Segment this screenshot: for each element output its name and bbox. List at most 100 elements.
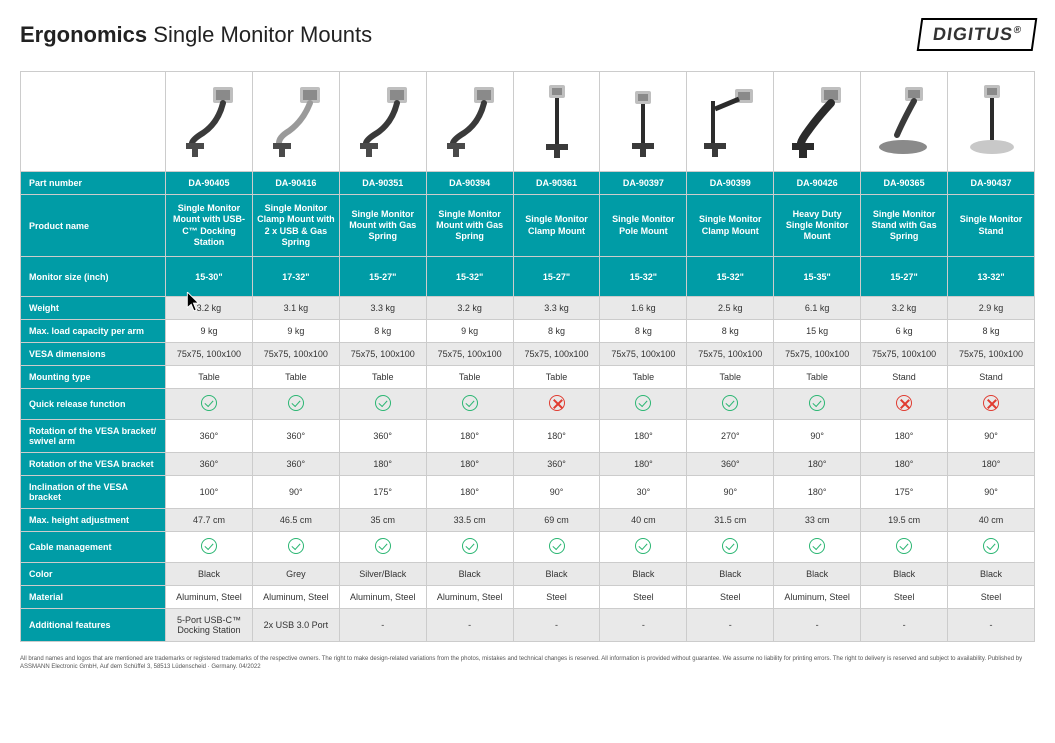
cell-color: Silver/Black	[339, 563, 426, 586]
check-icon	[201, 395, 217, 411]
cell-vesa: 75x75, 100x100	[774, 343, 861, 366]
cell-max_load: 9 kg	[166, 320, 253, 343]
check-icon	[722, 538, 738, 554]
cell-weight: 3.1 kg	[252, 297, 339, 320]
cell-mounting: Table	[426, 366, 513, 389]
cell-max_height: 69 cm	[513, 509, 600, 532]
product-image-cell	[166, 72, 253, 172]
product-image	[786, 81, 848, 161]
page-title: Ergonomics Single Monitor Mounts	[20, 22, 372, 48]
check-icon	[288, 395, 304, 411]
row-label-product_name: Product name	[21, 195, 166, 257]
cell-rotation_vesa: 360°	[252, 453, 339, 476]
cell-product_name: Single Monitor Clamp Mount with 2 x USB …	[252, 195, 339, 257]
check-icon	[462, 538, 478, 554]
cell-material: Steel	[600, 586, 687, 609]
cell-max_load: 8 kg	[948, 320, 1035, 343]
cell-material: Steel	[513, 586, 600, 609]
product-image-row	[21, 72, 1035, 172]
cell-cable	[687, 532, 774, 563]
row-max_height: Max. height adjustment47.7 cm46.5 cm35 c…	[21, 509, 1035, 532]
cell-rotation_swivel: 180°	[600, 420, 687, 453]
product-image	[265, 81, 327, 161]
check-icon	[896, 538, 912, 554]
cell-rotation_swivel: 360°	[166, 420, 253, 453]
product-image-cell	[600, 72, 687, 172]
cell-max_height: 40 cm	[948, 509, 1035, 532]
cell-vesa: 75x75, 100x100	[339, 343, 426, 366]
cell-max_load: 9 kg	[252, 320, 339, 343]
cell-additional: -	[687, 609, 774, 642]
check-icon	[375, 538, 391, 554]
cell-additional: -	[339, 609, 426, 642]
cell-mounting: Table	[774, 366, 861, 389]
cell-rotation_swivel: 180°	[861, 420, 948, 453]
cell-mounting: Table	[687, 366, 774, 389]
row-label-weight: Weight	[21, 297, 166, 320]
cell-weight: 3.2 kg	[861, 297, 948, 320]
cell-part_number: DA-90426	[774, 172, 861, 195]
cell-cable	[252, 532, 339, 563]
cell-vesa: 75x75, 100x100	[861, 343, 948, 366]
cell-color: Black	[861, 563, 948, 586]
cell-part_number: DA-90361	[513, 172, 600, 195]
cell-max_height: 33 cm	[774, 509, 861, 532]
product-image	[960, 81, 1022, 161]
cell-inclination: 90°	[252, 476, 339, 509]
cell-material: Steel	[948, 586, 1035, 609]
cell-max_height: 40 cm	[600, 509, 687, 532]
cell-color: Black	[426, 563, 513, 586]
product-image	[178, 81, 240, 161]
cell-rotation_vesa: 180°	[426, 453, 513, 476]
cell-rotation_swivel: 90°	[948, 420, 1035, 453]
cell-color: Black	[513, 563, 600, 586]
row-label-color: Color	[21, 563, 166, 586]
cell-cable	[166, 532, 253, 563]
cell-mounting: Table	[600, 366, 687, 389]
cell-max_height: 31.5 cm	[687, 509, 774, 532]
check-icon	[809, 538, 825, 554]
cell-part_number: DA-90399	[687, 172, 774, 195]
cross-icon	[549, 395, 565, 411]
row-color: ColorBlackGreySilver/BlackBlackBlackBlac…	[21, 563, 1035, 586]
cell-quick_release	[426, 389, 513, 420]
cell-weight: 3.2 kg	[166, 297, 253, 320]
row-vesa: VESA dimensions75x75, 100x10075x75, 100x…	[21, 343, 1035, 366]
cell-max_load: 8 kg	[687, 320, 774, 343]
cell-inclination: 175°	[339, 476, 426, 509]
cell-material: Aluminum, Steel	[339, 586, 426, 609]
cell-weight: 3.2 kg	[426, 297, 513, 320]
cell-color: Black	[166, 563, 253, 586]
cell-monitor_size: 15-27"	[513, 257, 600, 297]
cell-inclination: 180°	[774, 476, 861, 509]
cell-part_number: DA-90437	[948, 172, 1035, 195]
cell-product_name: Single Monitor Mount with USB-C™ Docking…	[166, 195, 253, 257]
cell-monitor_size: 15-32"	[600, 257, 687, 297]
cell-weight: 1.6 kg	[600, 297, 687, 320]
product-image	[352, 81, 414, 161]
product-image-cell	[774, 72, 861, 172]
cell-material: Steel	[687, 586, 774, 609]
cell-monitor_size: 15-32"	[687, 257, 774, 297]
cell-part_number: DA-90397	[600, 172, 687, 195]
row-monitor_size: Monitor size (inch)15-30"17-32"15-27"15-…	[21, 257, 1035, 297]
row-label-material: Material	[21, 586, 166, 609]
cell-inclination: 30°	[600, 476, 687, 509]
cell-part_number: DA-90416	[252, 172, 339, 195]
cell-weight: 2.9 kg	[948, 297, 1035, 320]
product-image-cell	[426, 72, 513, 172]
cell-rotation_vesa: 360°	[513, 453, 600, 476]
page-header: Ergonomics Single Monitor Mounts DIGITUS…	[20, 18, 1035, 71]
check-icon	[722, 395, 738, 411]
cell-part_number: DA-90365	[861, 172, 948, 195]
cell-product_name: Single Monitor Mount with Gas Spring	[426, 195, 513, 257]
cell-vesa: 75x75, 100x100	[166, 343, 253, 366]
cell-cable	[513, 532, 600, 563]
cell-inclination: 90°	[513, 476, 600, 509]
cell-quick_release	[513, 389, 600, 420]
cell-part_number: DA-90351	[339, 172, 426, 195]
product-image-cell	[861, 72, 948, 172]
cell-max_height: 33.5 cm	[426, 509, 513, 532]
logo-reg: ®	[1012, 25, 1022, 36]
row-rotation_swivel: Rotation of the VESA bracket/ swivel arm…	[21, 420, 1035, 453]
